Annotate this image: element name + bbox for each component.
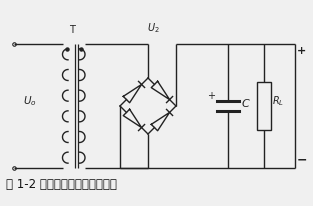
- Bar: [257, 82, 271, 130]
- Text: $C$: $C$: [241, 97, 251, 109]
- Text: −: −: [297, 153, 307, 166]
- Text: $R_L$: $R_L$: [272, 94, 284, 108]
- Text: T: T: [69, 25, 75, 35]
- Text: $U_o$: $U_o$: [23, 94, 37, 108]
- Text: 图 1-2 桥式整流、电容滤波电路: 图 1-2 桥式整流、电容滤波电路: [6, 178, 117, 191]
- Text: $U_2$: $U_2$: [147, 21, 159, 35]
- Text: +: +: [207, 91, 215, 101]
- Text: +: +: [297, 46, 306, 56]
